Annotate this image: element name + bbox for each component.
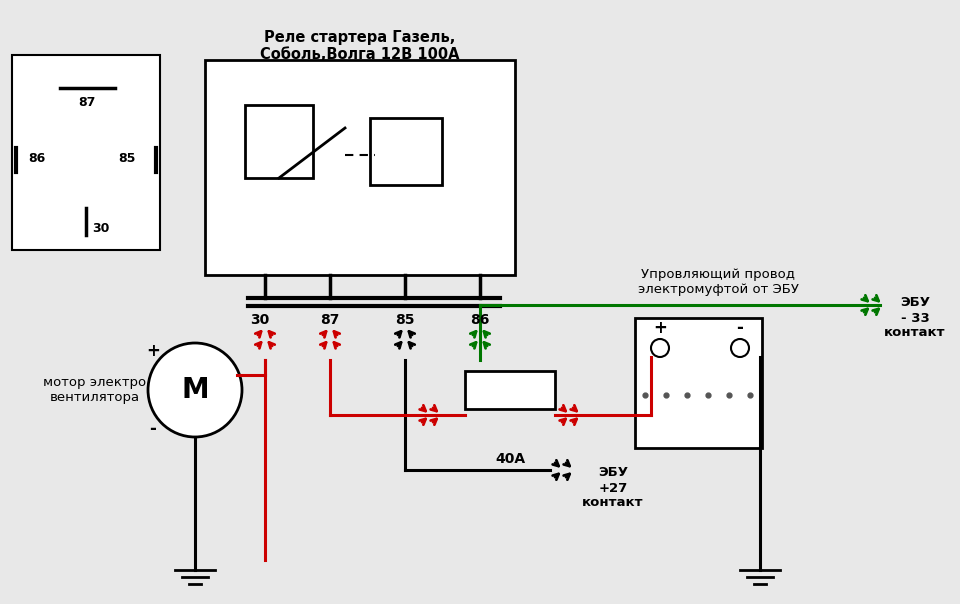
Text: 30: 30 (251, 313, 270, 327)
Text: Упровляющий провод
электромуфтой от ЭБУ: Упровляющий провод электромуфтой от ЭБУ (637, 268, 799, 296)
Text: 86: 86 (470, 313, 490, 327)
Text: -: - (150, 420, 156, 438)
Bar (245, 105, 313, 178)
Text: Реле стартера Газель,
Соболь,Волга 12В 100А: Реле стартера Газель, Соболь,Волга 12В 1… (260, 30, 460, 62)
Bar (465, 371, 555, 409)
Text: 30: 30 (92, 222, 109, 234)
Circle shape (731, 339, 749, 357)
Text: -: - (736, 319, 743, 337)
Text: мотор электро
вентилятора: мотор электро вентилятора (43, 376, 147, 404)
Text: +: + (653, 319, 667, 337)
Text: +: + (146, 342, 160, 360)
Text: 86: 86 (28, 152, 45, 164)
Bar (370, 118, 442, 185)
Text: 85: 85 (396, 313, 415, 327)
Bar (12, 55, 160, 250)
Text: М: М (181, 376, 209, 404)
Text: 87: 87 (321, 313, 340, 327)
Bar (635, 318, 762, 448)
Text: ЭБУ
+27
контакт: ЭБУ +27 контакт (583, 466, 644, 510)
Circle shape (651, 339, 669, 357)
Text: 87: 87 (79, 97, 96, 109)
Text: 85: 85 (118, 152, 135, 164)
Text: 40А: 40А (495, 452, 525, 466)
Text: ЭБУ
- 33
контакт: ЭБУ - 33 контакт (884, 297, 946, 339)
Bar (205, 60, 515, 275)
Circle shape (148, 343, 242, 437)
